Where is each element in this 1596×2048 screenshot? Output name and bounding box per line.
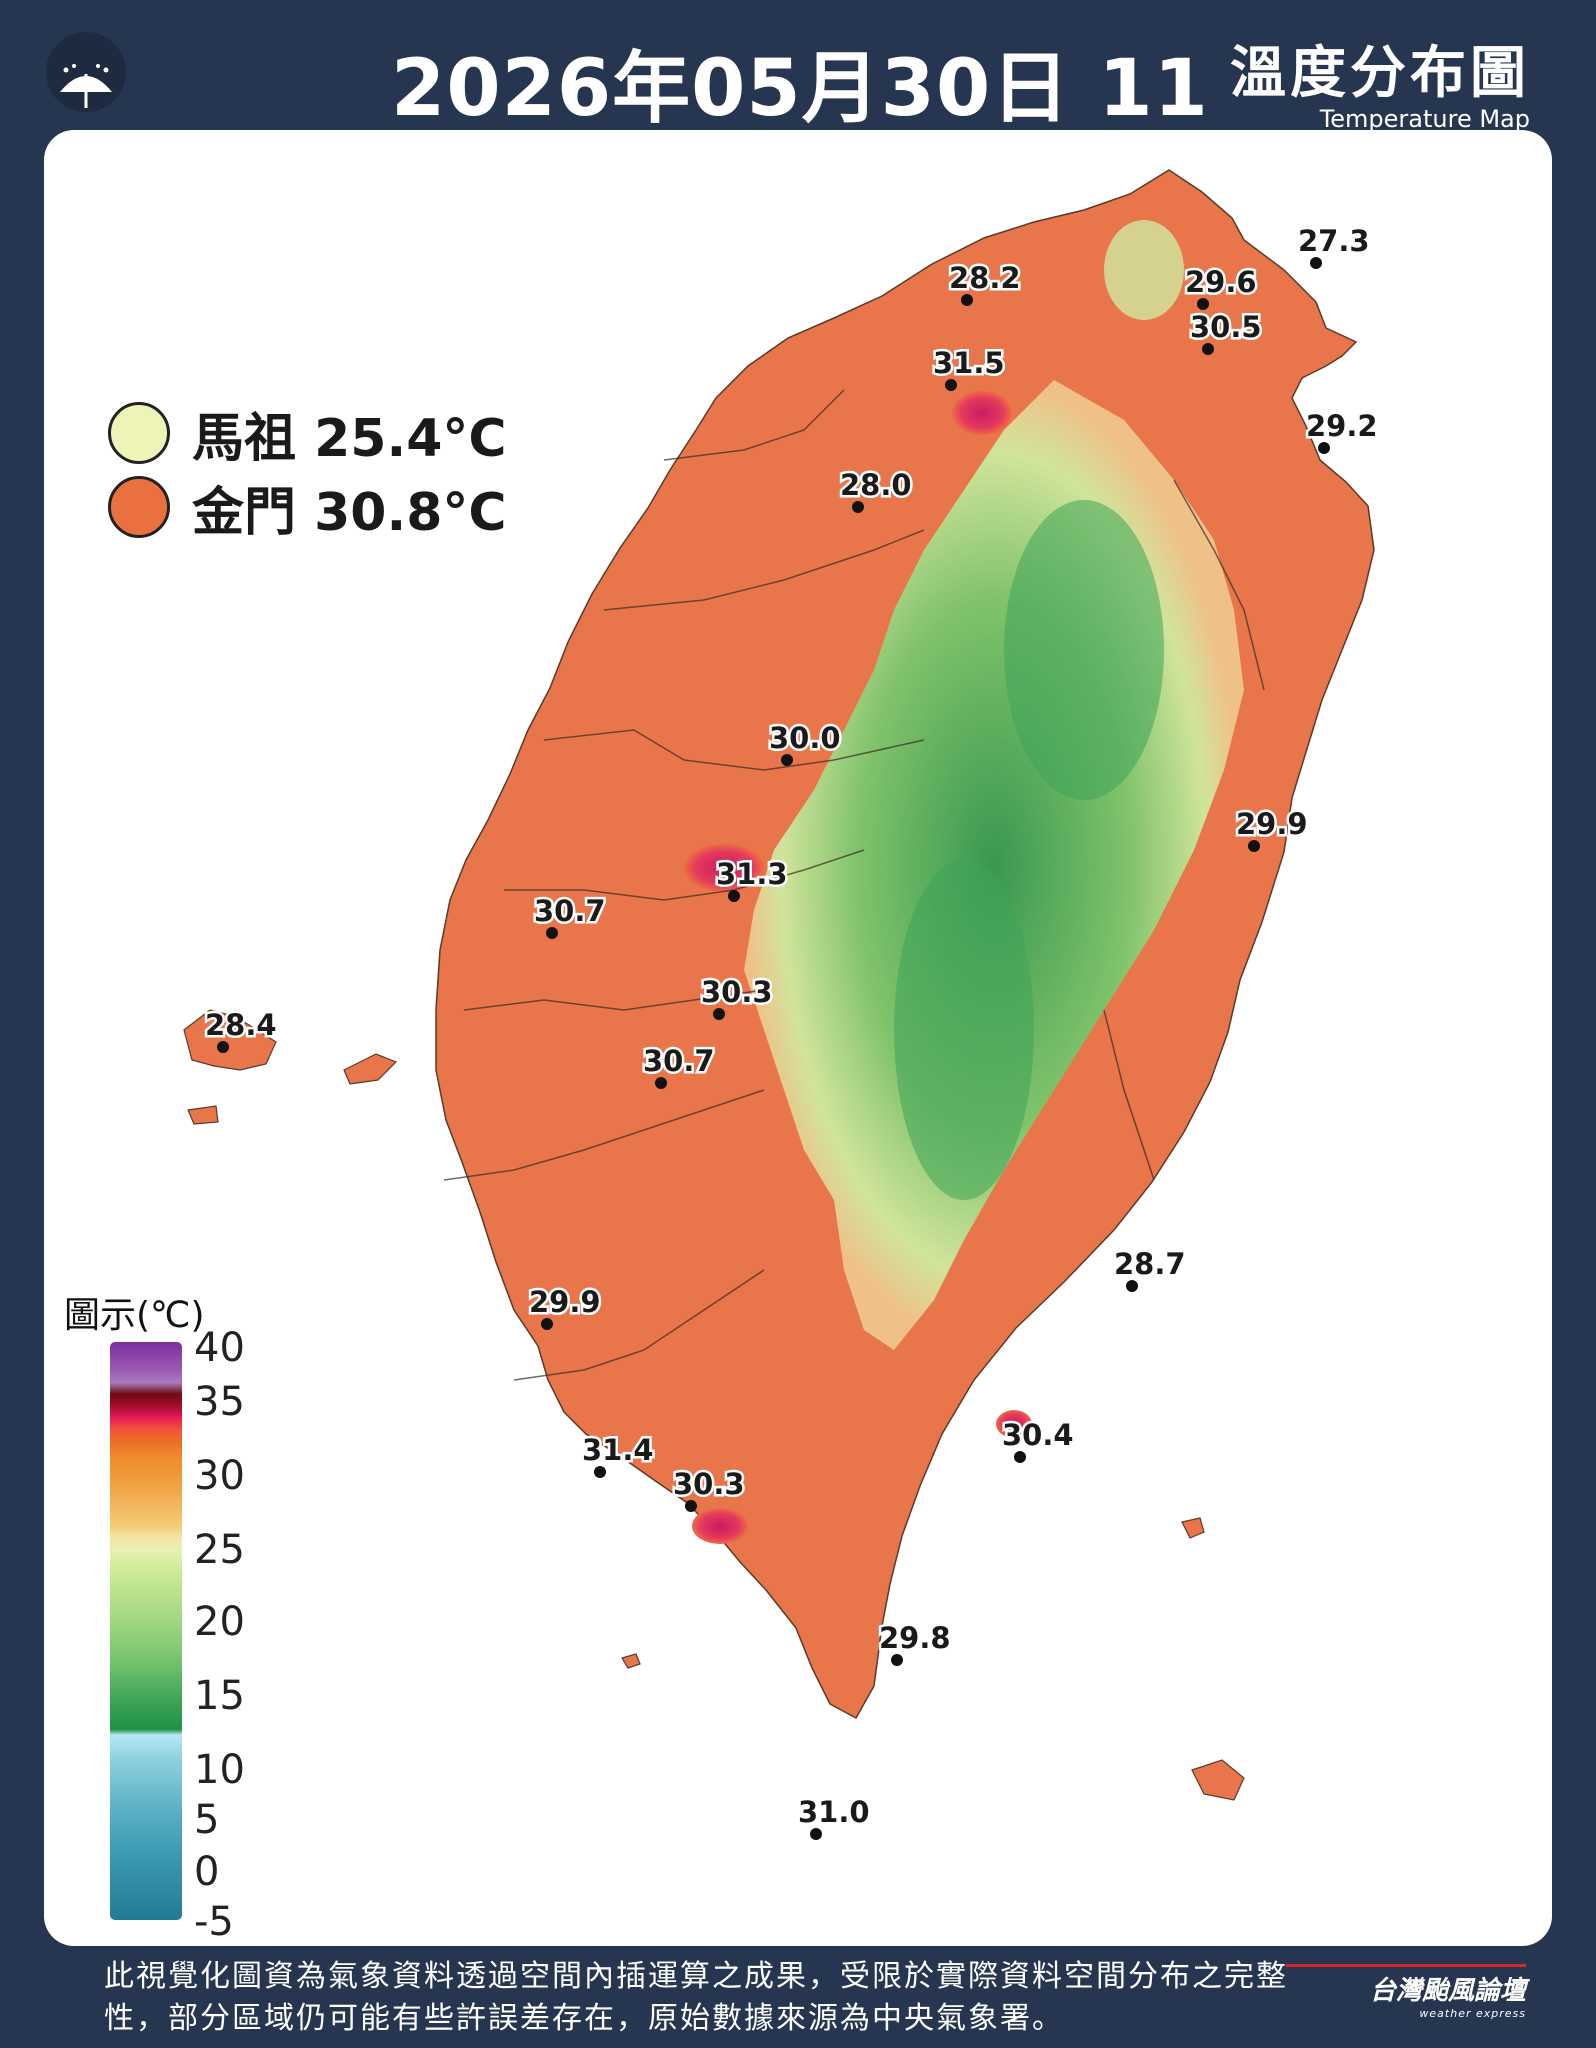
hot-spot-changhua [684,844,764,892]
header: 天氣祕書 2026年05月30日 11時 溫度分布圖 Temperature M… [0,0,1596,246]
brand-name: 台灣颱風論壇 [1369,1976,1526,2006]
station-label: 30.7 [534,894,606,928]
brand: 台灣颱風論壇 weather express [1286,1964,1526,2020]
station-label: 29.2 [1306,409,1378,443]
kinmen-label: 金門 30.8°C [192,482,507,543]
map-card: 27.3 28.2 29.6 30.5 31.5 29.2 28.0 30.0 29.9 31.3… [44,130,1552,1946]
station-label: 30.3 [673,1467,745,1501]
station-label: 28.2 [949,261,1021,295]
station-label: 30.4 [1002,1418,1074,1452]
color-legend-bar [110,1342,182,1920]
station-label: 29.6 [1185,265,1257,299]
color-legend-tick: -5 [194,1899,234,1945]
station-label: 30.3 [701,975,773,1009]
color-legend-tick: 40 [194,1325,245,1371]
brand-stripe [1286,1964,1526,1967]
station-dot [217,1041,229,1053]
station-dot [810,1828,822,1840]
penghu-islands [183,1009,277,1071]
station-label: 28.0 [840,468,912,502]
color-legend-tick: 0 [194,1849,220,1895]
temperature-map: 27.3 28.2 29.6 30.5 31.5 29.2 28.0 30.0 29.9 31.3… [183,169,1380,1840]
county-boundaries [443,389,1265,1381]
color-legend: 圖示(℃) 40 35 30 25 20 15 10 5 0 -5 [64,1286,245,1945]
station-label: 30.0 [769,721,841,755]
color-legend-tick: 20 [194,1599,245,1645]
matsu-label: 馬祖 25.4°C [192,408,507,469]
station-dot [546,927,558,939]
station-dot [852,501,864,513]
color-legend-tick: 25 [194,1527,245,1573]
mountain-core-north [1004,500,1164,800]
hot-spot-taitung [996,1410,1032,1438]
station-dot [685,1500,697,1512]
color-legend-tick: 30 [194,1453,245,1499]
hot-spot-hsinchu [952,391,1012,435]
station-dot [1248,840,1260,852]
station-label: 31.4 [582,1433,654,1467]
outlying-island-legend: 馬祖 25.4°C 金門 30.8°C [108,396,507,544]
lanyu-island [1191,1759,1245,1801]
map-title-zh: 溫度分布圖 [1230,41,1530,106]
station-dot [655,1077,667,1089]
color-legend-tick: 35 [194,1379,245,1425]
penghu-east-islet [343,1053,398,1085]
station-label: 27.3 [1298,224,1370,258]
station-label: 30.5 [1190,310,1262,344]
color-legend-tick: 15 [194,1673,245,1719]
station-label: 29.9 [529,1285,601,1319]
station-dot [945,379,957,391]
station-dot [1126,1280,1138,1292]
station-dot [1197,298,1209,310]
color-legend-tick: 10 [194,1747,245,1793]
matsu-row: 馬祖 25.4°C [108,396,507,470]
station-layer: 27.3 28.2 29.6 30.5 31.5 29.2 28.0 30.0 29.9 31.3… [203,222,1380,1840]
station-dot [1318,442,1330,454]
green-island [1181,1517,1205,1539]
hot-spot-pingtung [692,1508,748,1544]
station-dot [1310,257,1322,269]
map-title-en: Temperature Map [1319,105,1530,133]
station-label: 28.7 [1114,1247,1186,1281]
station-label: 28.4 [205,1008,277,1042]
matsu-swatch [108,402,170,464]
station-dot [713,1008,725,1020]
brand-tagline: weather express [1419,2007,1526,2020]
station-label: 29.8 [879,1621,951,1655]
station-dot [1014,1451,1026,1463]
station-label: 29.9 [1236,807,1308,841]
penghu-south-islet [187,1105,219,1125]
station-label: 31.0 [798,1795,870,1829]
station-dot [728,890,740,902]
kinmen-swatch [108,476,170,538]
color-legend-title: 圖示(℃) [64,1295,205,1336]
station-dot [1202,343,1214,355]
station-label: 30.7 [643,1044,715,1078]
station-dot [961,294,973,306]
footer-disclaimer: 此視覺化圖資為氣象資料透過空間內插運算之成果，受限於實際資料空間分布之完整性，部… [104,1959,1288,2036]
kinmen-row: 金門 30.8°C [108,470,507,544]
xiaoliuqiu-island [621,1653,641,1669]
station-label: 31.5 [933,346,1005,380]
logo: 天氣祕書 [38,30,134,114]
mountain-core-south [894,860,1034,1200]
umbrella-icon [46,32,126,112]
station-dot [594,1466,606,1478]
map-title: 溫度分布圖 Temperature Map [1230,28,1530,133]
station-dot [781,754,793,766]
yangmingshan [1104,220,1184,320]
color-legend-tick: 5 [194,1797,220,1843]
station-dot [891,1654,903,1666]
station-label: 31.3 [716,857,788,891]
station-dot [541,1318,553,1330]
